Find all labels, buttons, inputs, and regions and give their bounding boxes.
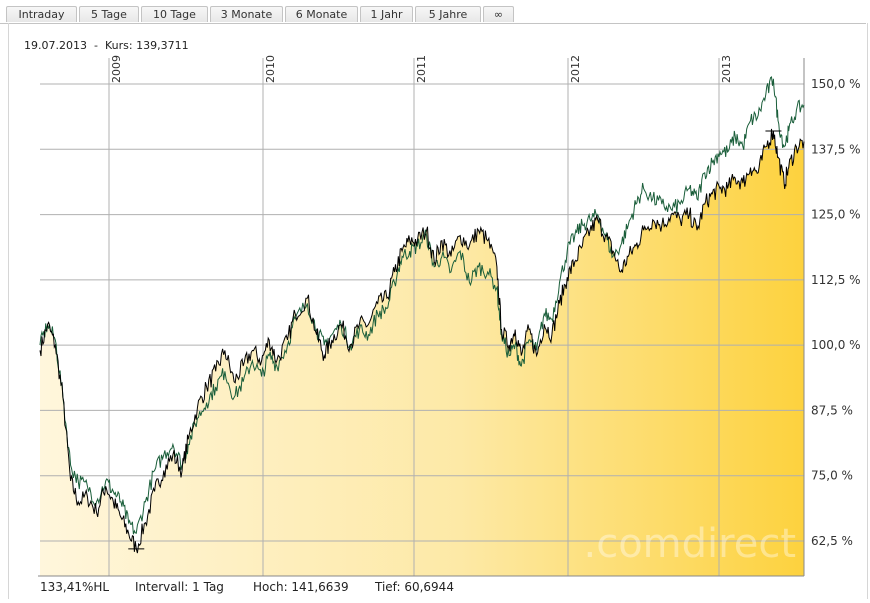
header-separator: - bbox=[93, 39, 98, 52]
y-tick-label: 137,5 % bbox=[811, 142, 861, 156]
y-tick-label: 62,5 % bbox=[811, 534, 853, 548]
footer-hl: 133,41%HL bbox=[40, 580, 110, 594]
y-tick-label: 100,0 % bbox=[811, 338, 861, 352]
footer-low: Tief: 60,6944 bbox=[375, 580, 454, 594]
tab-5-jahre[interactable]: 5 Jahre bbox=[415, 6, 481, 22]
y-tick-label: 75,0 % bbox=[811, 469, 853, 483]
x-tick-label: 2011 bbox=[415, 55, 428, 83]
tab-intraday[interactable]: Intraday bbox=[6, 6, 77, 22]
y-tick-label: 87,5 % bbox=[811, 403, 853, 417]
x-tick-label: 2013 bbox=[720, 55, 733, 83]
tab-6-monate[interactable]: 6 Monate bbox=[285, 6, 358, 22]
y-tick-label: 112,5 % bbox=[811, 273, 861, 287]
x-tick-label: 2009 bbox=[110, 55, 123, 83]
x-tick-label: 2010 bbox=[264, 55, 277, 83]
tab-10-tage[interactable]: 10 Tage bbox=[141, 6, 208, 22]
main-series-line bbox=[39, 128, 805, 554]
tab-1-jahr[interactable]: 1 Jahr bbox=[360, 6, 413, 22]
footer-interval: Intervall: 1 Tag bbox=[135, 580, 224, 594]
comparison-series-line bbox=[39, 76, 805, 535]
header-kurs-value: 139,3711 bbox=[136, 39, 189, 52]
y-tick-label: 125,0 % bbox=[811, 208, 861, 222]
tab-3-monate[interactable]: 3 Monate bbox=[210, 6, 283, 22]
y-tick-label: 150,0 % bbox=[811, 77, 861, 91]
timeframe-tab-bar: Intraday 5 Tage 10 Tage 3 Monate 6 Monat… bbox=[0, 0, 866, 24]
header-date: 19.07.2013 bbox=[24, 39, 87, 52]
price-header: 19.07.2013 - Kurs: 139,3711 bbox=[24, 39, 189, 52]
main-series-area bbox=[40, 128, 804, 576]
tab-5-tage[interactable]: 5 Tage bbox=[79, 6, 139, 22]
footer-high: Hoch: 141,6639 bbox=[253, 580, 349, 594]
header-kurs-label: Kurs: bbox=[104, 39, 133, 52]
x-tick-label: 2012 bbox=[569, 55, 582, 83]
tab-all-time[interactable]: ∞ bbox=[483, 6, 514, 22]
comdirect-watermark: .comdirect bbox=[584, 521, 797, 567]
chart-panel bbox=[8, 23, 868, 599]
